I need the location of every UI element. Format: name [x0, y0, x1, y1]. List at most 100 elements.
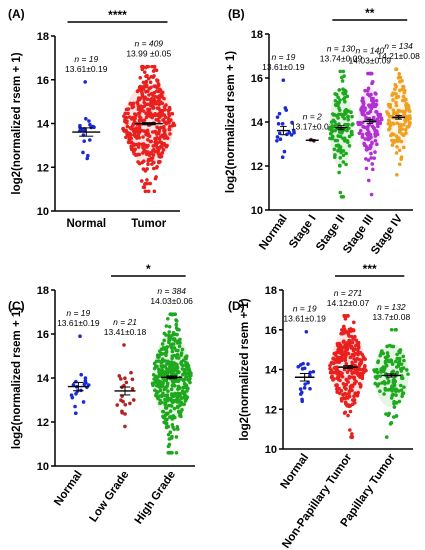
data-point: [302, 386, 307, 390]
data-point: [146, 189, 151, 194]
data-point: [374, 99, 379, 103]
mean-sem-label: 14.03±0.06: [150, 296, 193, 306]
data-point: [80, 127, 84, 132]
data-point: [338, 98, 342, 102]
data-point: [371, 115, 376, 120]
data-point: [171, 370, 175, 375]
data-point: [142, 104, 147, 108]
data-point: [149, 150, 153, 155]
data-point: [344, 151, 348, 156]
data-point: [402, 122, 406, 127]
data-point: [167, 365, 172, 370]
data-point: [156, 106, 161, 110]
data-point: [85, 156, 90, 161]
data-point: [404, 97, 408, 102]
data-point: [165, 393, 170, 397]
data-point: [366, 158, 371, 162]
data-point: [341, 381, 346, 386]
n-label: n = 19: [271, 52, 295, 62]
data-point: [123, 376, 127, 381]
data-point: [174, 451, 179, 455]
data-point: [144, 74, 148, 79]
data-point: [335, 341, 340, 346]
data-point: [152, 160, 156, 165]
data-point: [155, 380, 160, 384]
data-point: [142, 185, 147, 190]
data-point: [348, 387, 353, 392]
data-point: [395, 145, 399, 149]
data-point: [154, 393, 159, 397]
data-point: [171, 121, 176, 126]
data-point: [340, 371, 344, 376]
data-point: [336, 95, 340, 100]
data-point: [360, 135, 365, 139]
data-point: [159, 360, 163, 364]
points-normal: [275, 78, 296, 159]
x-tick-label: Normal: [257, 213, 290, 252]
n-label: n = 140: [355, 46, 384, 56]
data-point: [339, 328, 344, 332]
data-point: [388, 102, 393, 107]
data-point: [175, 352, 180, 357]
data-point: [343, 400, 348, 405]
data-point: [138, 87, 143, 92]
data-point: [277, 111, 282, 116]
data-point: [396, 108, 401, 113]
data-point: [349, 368, 353, 373]
data-point: [360, 367, 365, 372]
data-point: [159, 109, 163, 113]
data-point: [179, 396, 184, 401]
data-point: [146, 89, 150, 93]
data-point: [390, 132, 395, 136]
data-point: [165, 136, 170, 140]
data-point: [127, 134, 132, 139]
data-point: [87, 119, 91, 123]
data-point: [363, 88, 367, 93]
data-point: [401, 145, 406, 150]
data-point: [163, 107, 167, 112]
data-point: [122, 383, 126, 388]
data-point: [176, 379, 181, 384]
data-point: [156, 148, 160, 153]
data-point: [400, 87, 405, 92]
data-point: [167, 368, 172, 372]
data-point: [334, 353, 338, 358]
data-point: [162, 105, 167, 109]
data-point: [171, 337, 176, 341]
data-point: [355, 356, 360, 361]
data-point: [369, 156, 374, 160]
data-point: [346, 114, 350, 119]
data-point: [394, 365, 399, 369]
data-point: [337, 346, 341, 351]
data-point: [160, 94, 164, 98]
panel-label: (A): [8, 7, 25, 21]
data-point: [349, 131, 354, 136]
mean-sem-label: 14.03±0.09: [349, 56, 392, 66]
data-point: [379, 117, 384, 122]
x-tick-label: Normal: [66, 218, 106, 230]
data-point: [69, 393, 74, 397]
data-point: [163, 386, 168, 391]
data-point: [399, 388, 404, 392]
data-point: [164, 406, 169, 410]
data-point: [136, 111, 141, 116]
data-point: [167, 324, 172, 329]
data-point: [352, 381, 357, 385]
data-point: [166, 117, 171, 121]
data-point: [392, 405, 397, 409]
data-point: [374, 129, 379, 133]
data-point: [149, 75, 153, 79]
data-point: [372, 126, 376, 130]
data-point: [129, 140, 134, 144]
data-point: [363, 363, 367, 368]
points-non-papillary-tumor: [328, 314, 368, 439]
data-point: [156, 383, 161, 387]
data-point: [360, 111, 364, 115]
data-point: [336, 387, 341, 391]
data-point: [149, 158, 154, 162]
points-papillary-tumor: [372, 327, 410, 439]
data-point: [348, 409, 353, 414]
data-point: [397, 399, 402, 404]
data-point: [330, 136, 335, 141]
